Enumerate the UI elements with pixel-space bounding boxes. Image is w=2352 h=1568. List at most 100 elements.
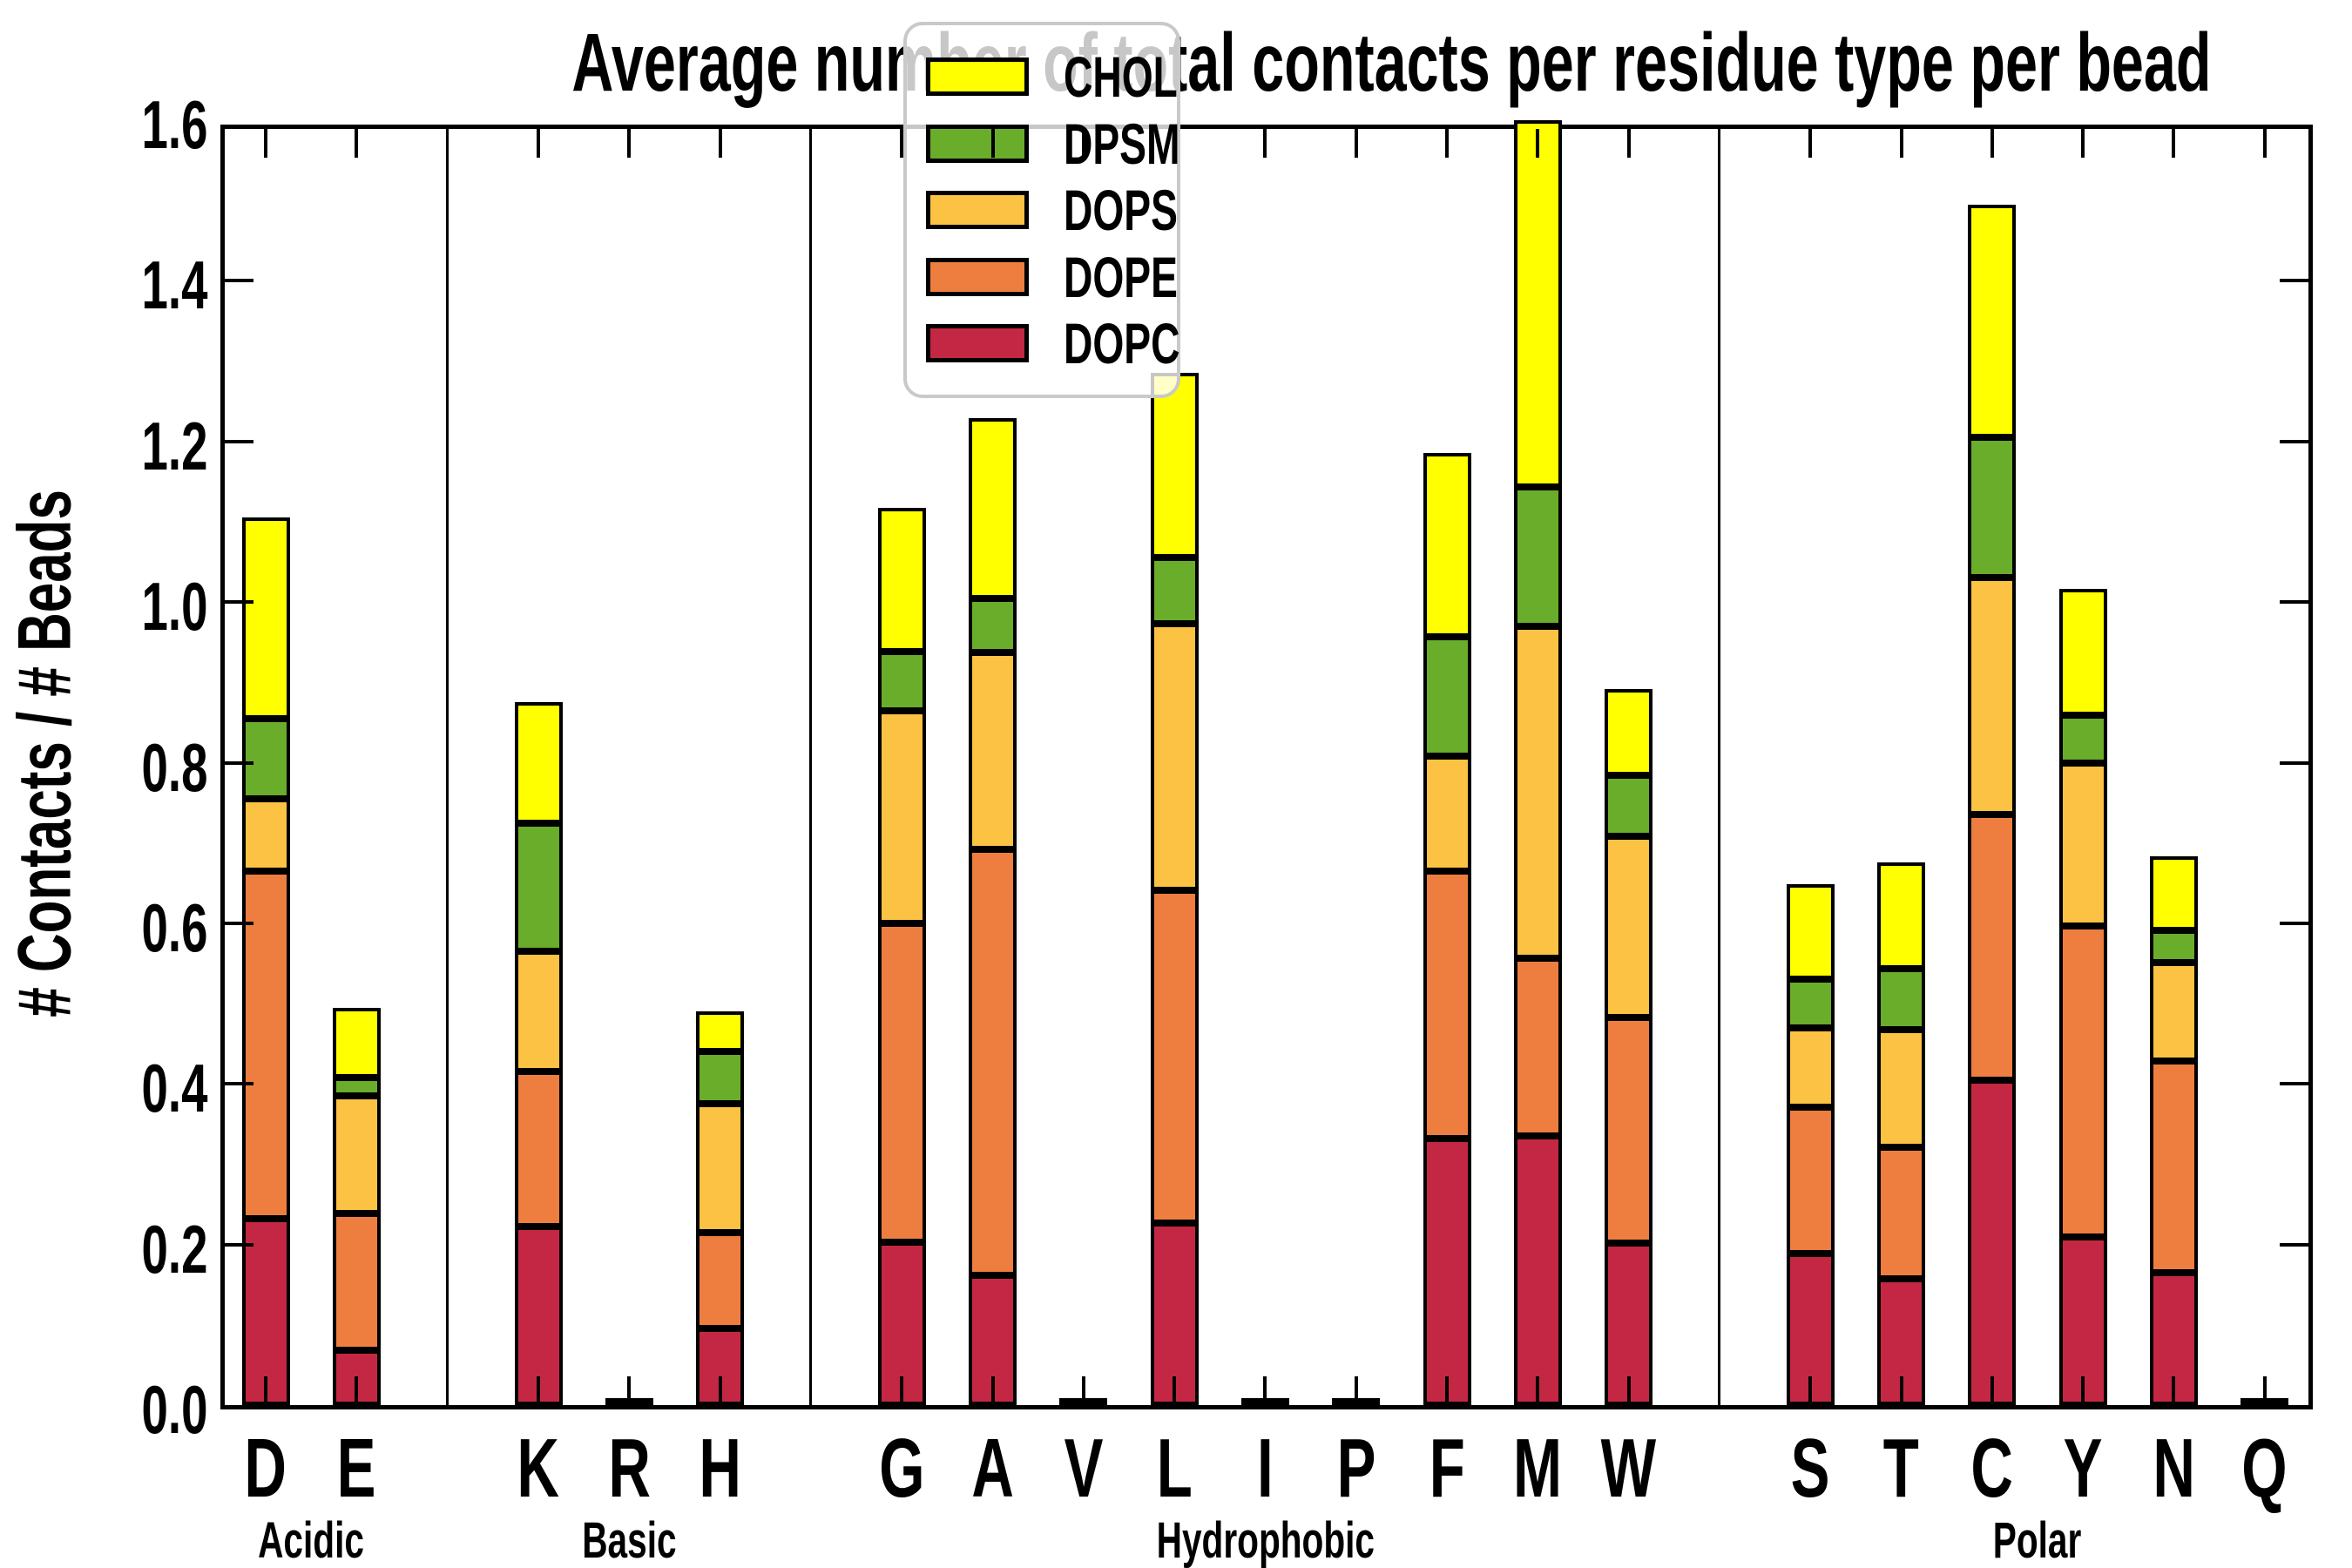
legend-swatch-DOPE: [926, 257, 1029, 296]
x-tick-bottom-W: [1626, 1376, 1631, 1405]
bar-segment-T-DOPE: [1877, 1147, 1926, 1280]
bar-segment-E-DOPE: [332, 1213, 381, 1351]
x-tick-label-C: C: [1970, 1422, 2014, 1515]
x-tick-top-Q: [2262, 129, 2267, 158]
bar-segment-N-DOPS: [2149, 963, 2198, 1061]
bar-segment-E-CHOL: [332, 1007, 381, 1078]
legend-label-CHOL: CHOL: [1064, 44, 1178, 109]
y-tick-right-0.4: [2280, 1082, 2308, 1086]
bar-segment-F-DOPE: [1423, 870, 1471, 1139]
legend-row-DOPS: DOPS: [926, 181, 1178, 239]
bar-segment-S-DPSM: [1786, 979, 1835, 1028]
x-tick-label-I: I: [1257, 1422, 1274, 1515]
group-label-basic: Basic: [582, 1512, 677, 1568]
bar-segment-A-CHOL: [969, 418, 1017, 598]
x-tick-label-L: L: [1156, 1422, 1193, 1515]
chart-title: Average number of total contacts per res…: [571, 17, 2212, 109]
bar-segment-C-DOPE: [1968, 814, 2017, 1080]
bar-segment-W-DOPE: [1605, 1017, 1653, 1243]
x-tick-top-A: [990, 129, 995, 158]
group-separator-line: [1718, 129, 1721, 1405]
bar-segment-G-DPSM: [877, 652, 926, 711]
x-tick-label-H: H: [699, 1422, 741, 1515]
bar-segment-H-DPSM: [696, 1051, 745, 1105]
x-tick-label-K: K: [517, 1422, 560, 1515]
x-tick-top-K: [537, 129, 541, 158]
x-tick-bottom-K: [537, 1376, 541, 1405]
x-tick-bottom-T: [1899, 1376, 1903, 1405]
x-tick-top-C: [1990, 129, 1994, 158]
bar-segment-Y-DPSM: [2058, 715, 2107, 763]
group-label-hydrophobic: Hydrophobic: [1156, 1512, 1375, 1568]
x-tick-bottom-A: [990, 1376, 995, 1405]
plot-area: 0.0 0.2 0.4 0.6 0.8 1.0 1.2 1.4 1.6 D E K R H G A V L I P F M…: [141, 91, 2313, 1566]
x-tick-label-W: W: [1600, 1422, 1657, 1515]
x-tick-bottom-M: [1536, 1376, 1540, 1405]
bar-segment-L-DOPE: [1150, 890, 1199, 1223]
x-tick-bottom-C: [1990, 1376, 1994, 1405]
x-tick-label-F: F: [1429, 1422, 1465, 1515]
y-tick-right-1.2: [2280, 439, 2308, 443]
bar-segment-H-DOPS: [696, 1104, 745, 1233]
x-tick-bottom-D: [264, 1376, 268, 1405]
x-tick-top-R: [627, 129, 632, 158]
x-tick-bottom-R: [627, 1376, 632, 1405]
y-tick-right-1.0: [2280, 600, 2308, 605]
x-tick-top-Y: [2081, 129, 2085, 158]
bar-segment-M-DOPC: [1513, 1136, 1562, 1405]
x-tick-label-P: P: [1336, 1422, 1376, 1515]
bar-segment-W-DOPS: [1605, 836, 1653, 1017]
x-tick-label-S: S: [1790, 1422, 1830, 1515]
legend-label-DOPE: DOPE: [1064, 244, 1178, 309]
bar-segment-G-CHOL: [877, 508, 926, 652]
x-tick-bottom-S: [1808, 1376, 1813, 1405]
bar-segment-C-DOPC: [1968, 1079, 2017, 1405]
y-tick-right-1.4: [2280, 279, 2308, 283]
x-tick-top-H: [718, 129, 722, 158]
bar-segment-S-DOPS: [1786, 1027, 1835, 1107]
bar-segment-A-DPSM: [969, 598, 1017, 653]
x-tick-bottom-P: [1354, 1376, 1358, 1405]
x-tick-label-T: T: [1883, 1422, 1920, 1515]
bar-segment-F-CHOL: [1423, 452, 1471, 637]
x-tick-label-A: A: [971, 1422, 1014, 1515]
y-tick-label-1.6: 1.6: [141, 86, 207, 163]
x-tick-top-G: [900, 129, 904, 158]
legend-label-DOPC: DOPC: [1064, 311, 1180, 375]
bar-segment-N-DOPE: [2149, 1060, 2198, 1273]
legend-swatch-CHOL: [926, 57, 1029, 96]
y-tick-left-0.6: [225, 921, 253, 925]
group-separator-line: [446, 129, 449, 1405]
bar-segment-F-DPSM: [1423, 636, 1471, 757]
x-tick-bottom-G: [900, 1376, 904, 1405]
bar-segment-N-CHOL: [2149, 856, 2198, 931]
group-label-acidic: Acidic: [258, 1512, 365, 1568]
bar-segment-K-DOPC: [514, 1227, 563, 1405]
bar-segment-M-DPSM: [1513, 487, 1562, 626]
bar-segment-G-DOPE: [877, 923, 926, 1242]
x-tick-top-T: [1899, 129, 1903, 158]
x-tick-label-Y: Y: [2063, 1422, 2103, 1515]
y-tick-label-0.2: 0.2: [141, 1210, 207, 1288]
bar-segment-L-DOPS: [1150, 624, 1199, 891]
bar-segment-D-DOPS: [241, 798, 290, 871]
x-tick-top-L: [1173, 129, 1177, 158]
y-tick-label-0.6: 0.6: [141, 889, 207, 966]
y-tick-left-0.2: [225, 1242, 253, 1247]
bar-segment-W-DPSM: [1605, 775, 1653, 837]
x-tick-label-Q: Q: [2241, 1422, 2288, 1515]
bar-segment-Y-DOPE: [2058, 925, 2107, 1238]
bar-segment-M-DOPS: [1513, 625, 1562, 958]
x-tick-label-R: R: [608, 1422, 651, 1515]
x-tick-top-D: [264, 129, 268, 158]
bar-segment-G-DOPS: [877, 710, 926, 923]
y-tick-label-1.2: 1.2: [141, 407, 207, 484]
x-tick-label-M: M: [1513, 1422, 1563, 1515]
legend-swatch-DPSM: [926, 124, 1029, 163]
y-tick-right-0.8: [2280, 760, 2308, 765]
bar-segment-M-DOPE: [1513, 957, 1562, 1137]
legend-row-DPSM: DPSM: [926, 115, 1179, 172]
x-tick-bottom-F: [1445, 1376, 1450, 1405]
bar-segment-D-CHOL: [241, 517, 290, 719]
y-tick-label-1.0: 1.0: [141, 568, 207, 645]
